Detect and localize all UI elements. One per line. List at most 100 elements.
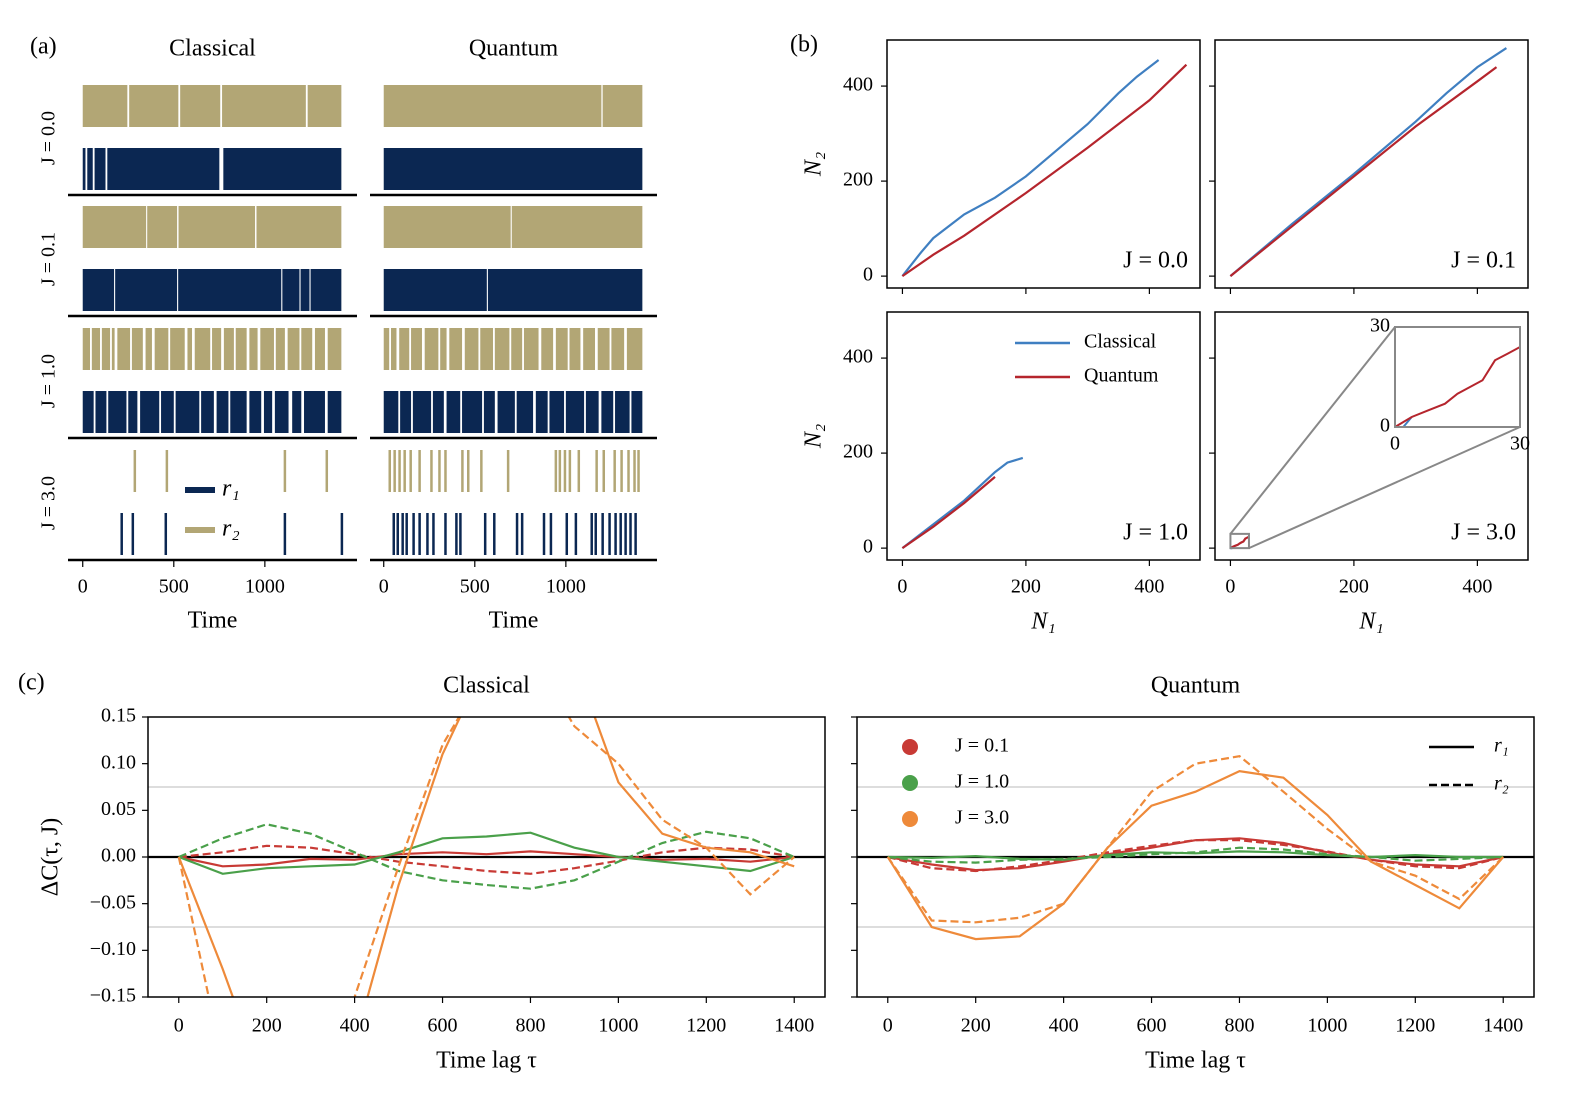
x-tick-label: 500	[460, 576, 490, 598]
event-span	[274, 391, 289, 433]
x-tick-label: 400	[1462, 576, 1492, 598]
legend-marker	[902, 775, 918, 791]
event-span	[631, 391, 643, 433]
chart-title: Classical	[443, 673, 530, 699]
y-axis-label: N₂	[801, 424, 827, 449]
line	[887, 837, 1504, 872]
line	[1229, 47, 1508, 277]
event-span	[111, 328, 115, 370]
event-span	[230, 391, 247, 433]
event-span	[275, 328, 285, 370]
axes-frame	[1214, 39, 1529, 289]
axes-frame	[886, 39, 1201, 289]
x-tick-label: 400	[1049, 1015, 1079, 1037]
event-span	[483, 391, 495, 433]
line	[901, 476, 996, 550]
event-span	[223, 328, 234, 370]
event-span	[569, 328, 581, 370]
event-span	[487, 269, 643, 311]
event-span	[101, 328, 111, 370]
row-label: J = 1.0	[38, 354, 60, 408]
inset-frame	[1394, 326, 1521, 428]
event-span	[108, 391, 127, 433]
event-span	[82, 328, 91, 370]
x-tick-label: 200	[1339, 576, 1369, 598]
event-span	[223, 148, 342, 190]
event-span	[383, 148, 643, 190]
legend-label: Quantum	[1084, 365, 1159, 387]
y-tick-label: 0.10	[101, 751, 136, 773]
event-span	[432, 391, 444, 433]
row-label: J = 3.0	[38, 476, 60, 530]
event-span	[194, 328, 211, 370]
event-span	[626, 328, 643, 370]
event-span	[383, 85, 602, 127]
row-label: J = 0.0	[38, 111, 60, 165]
event-span	[256, 206, 342, 248]
event-span	[424, 328, 439, 370]
event-span	[400, 391, 412, 433]
y-tick-label: 0	[863, 536, 873, 558]
y-tick-label: 0	[863, 264, 873, 286]
y-axis-label: ΔC(τ, J)	[38, 818, 64, 896]
inset-y-tick-label: 0	[1380, 415, 1390, 437]
event-span	[383, 206, 511, 248]
y-tick-label: 200	[843, 441, 873, 463]
inset-x-tick-label: 0	[1390, 433, 1400, 455]
y-tick-label: 0.00	[101, 845, 136, 867]
event-span	[611, 328, 625, 370]
event-span	[601, 391, 614, 433]
event-span	[82, 206, 147, 248]
x-tick-label: 400	[340, 1015, 370, 1037]
event-span	[82, 269, 115, 311]
event-span	[327, 328, 342, 370]
event-span	[178, 206, 256, 248]
event-span	[91, 328, 101, 370]
x-tick-label: 200	[1011, 576, 1041, 598]
event-span	[383, 269, 487, 311]
y-tick-label: −0.05	[90, 891, 136, 913]
event-span	[301, 328, 313, 370]
event-span	[263, 391, 273, 433]
x-tick-label: 1000	[245, 576, 285, 598]
line	[886, 769, 1505, 941]
x-tick-label: 800	[515, 1015, 545, 1037]
x-tick-label: 600	[1137, 1015, 1167, 1037]
line	[178, 823, 795, 890]
event-span	[480, 328, 494, 370]
event-span	[464, 328, 479, 370]
x-axis-label: N₁	[1358, 609, 1383, 635]
legend-label: J = 3.0	[955, 807, 1009, 829]
zoom-box	[1229, 532, 1250, 550]
line	[887, 839, 1504, 873]
event-span	[107, 148, 220, 190]
event-span	[446, 391, 461, 433]
legend-marker	[902, 811, 918, 827]
event-span	[412, 391, 432, 433]
line	[901, 63, 1188, 278]
event-span	[411, 328, 422, 370]
legend-label: r₁	[1494, 735, 1509, 757]
event-span	[216, 391, 229, 433]
event-span	[383, 391, 399, 433]
event-span	[129, 85, 179, 127]
event-span	[170, 328, 185, 370]
inset-bg	[1395, 327, 1520, 427]
chart-title: Quantum	[1151, 673, 1241, 699]
column-title: Quantum	[469, 36, 559, 62]
legend-label: Classical	[1084, 331, 1157, 353]
event-span	[95, 391, 107, 433]
inset-line	[1394, 346, 1521, 428]
event-span	[449, 328, 463, 370]
event-span	[94, 148, 106, 190]
event-span	[260, 328, 274, 370]
x-tick-label: 1400	[774, 1015, 814, 1037]
line	[178, 831, 795, 875]
event-span	[249, 328, 258, 370]
legend-label: r₁	[222, 476, 240, 502]
event-span	[161, 391, 174, 433]
y-tick-label: 0.15	[101, 705, 136, 727]
event-span	[222, 85, 306, 127]
x-tick-label: 1000	[546, 576, 586, 598]
